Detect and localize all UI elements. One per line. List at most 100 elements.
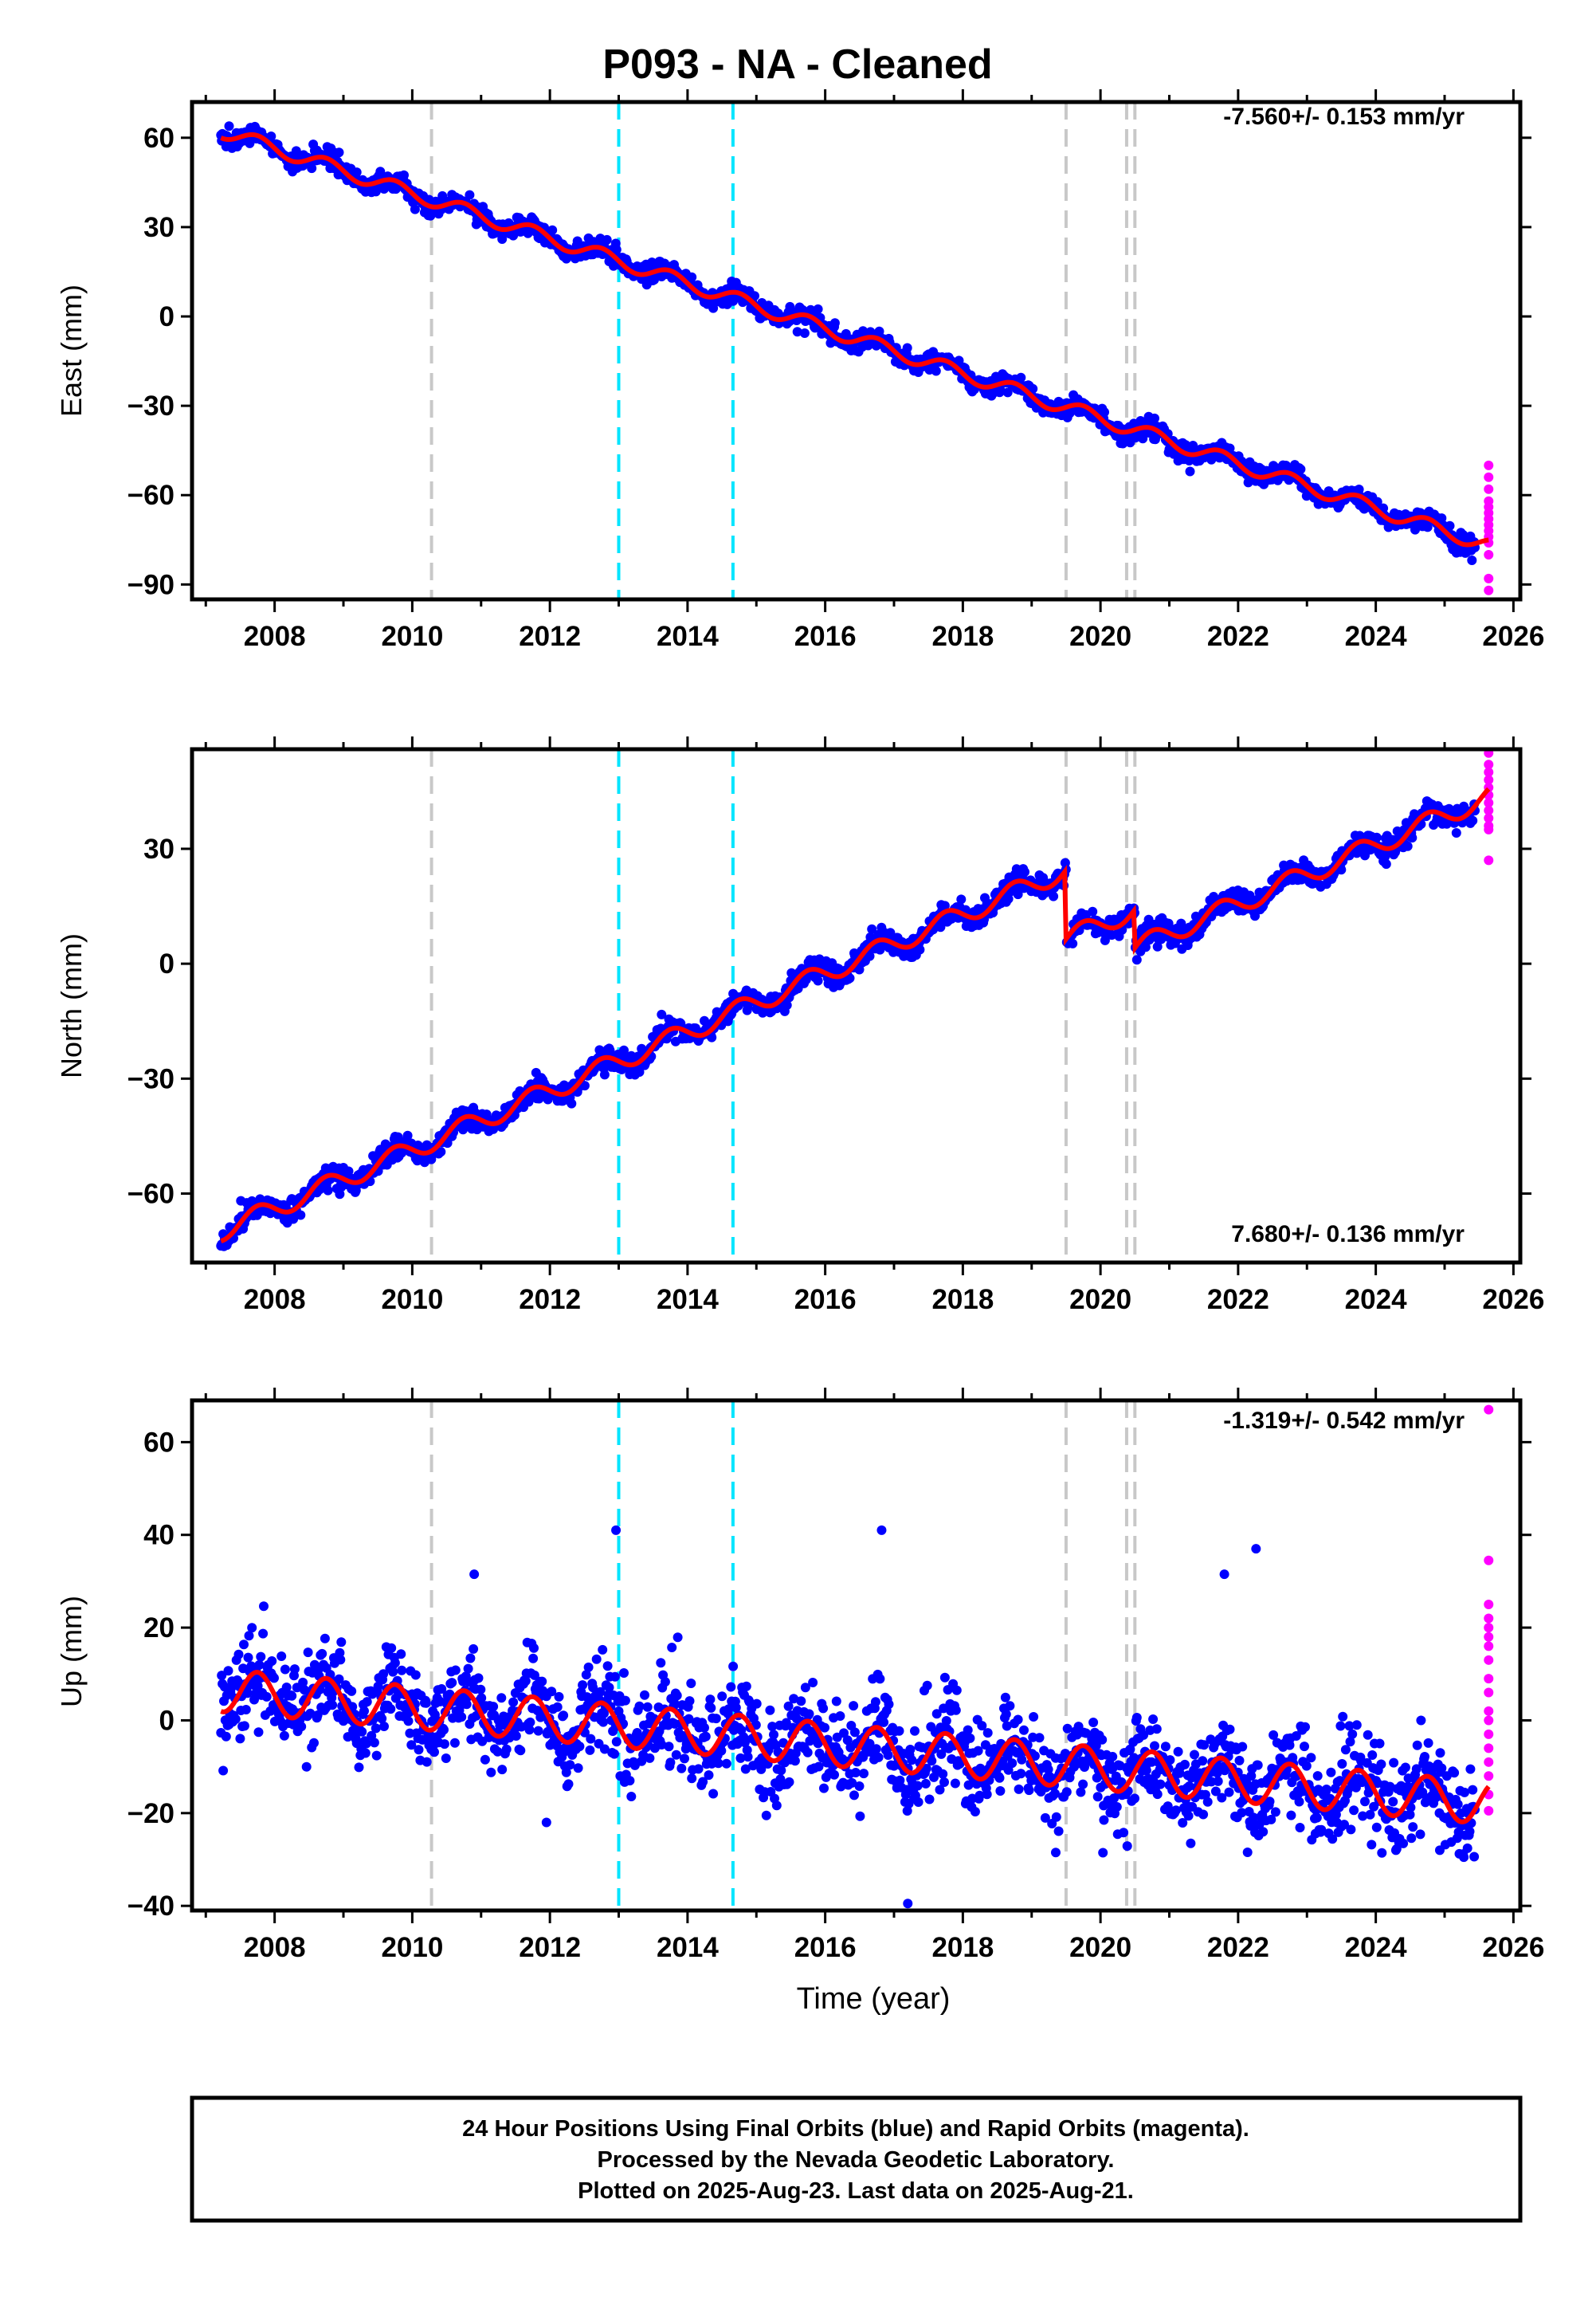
point-east-1683 [1458,530,1469,540]
point-up-1048 [990,1744,999,1753]
point-up-1250 [1139,1730,1149,1740]
point-north-546 [619,1045,629,1055]
point-up-424 [529,1643,539,1653]
point-up-1015 [965,1733,975,1743]
point-up-574 [640,1690,649,1700]
x-tick-label-east-9: 2026 [1482,621,1544,652]
point-up-299 [437,1684,447,1694]
final-orbit-points-north [216,796,1480,1251]
rapid-point-north-2 [1484,767,1494,777]
rapid-point-north-6 [1484,798,1494,808]
rapid-point-north-10 [1484,824,1494,834]
point-up-1396 [1246,1771,1257,1781]
point-up-208 [369,1738,379,1748]
point-up-634 [684,1714,694,1724]
point-up-210 [371,1723,381,1734]
point-up-1101 [1029,1712,1039,1722]
point-up-548 [620,1695,630,1706]
point-up-980 [939,1777,949,1787]
point-up-191 [357,1726,367,1737]
point-up-1031 [977,1721,987,1731]
x-tick-label-north-2: 2012 [519,1284,581,1315]
up-y-axis-label: Up (mm) [55,1596,88,1707]
point-up-7 [221,1731,231,1742]
point-up-849 [842,1735,853,1746]
point-up-1330 [1198,1756,1208,1766]
point-up-1286 [1165,1755,1175,1765]
point-up-471 [563,1779,574,1789]
point-north-1394 [1245,890,1255,901]
point-up-1121 [1043,1765,1053,1774]
point-north-1674 [1451,828,1461,838]
point-up-626 [678,1730,688,1741]
point-up-996 [951,1705,961,1715]
point-up-546 [619,1668,629,1678]
point-up-82 [276,1651,287,1661]
point-up-100 [289,1664,300,1675]
point-east-248 [399,170,409,180]
point-north-1608 [1402,841,1413,851]
point-up-34 [241,1705,251,1714]
point-up-1088 [1019,1725,1029,1735]
footer-line-2: Processed by the Nevada Geodetic Laborat… [598,2147,1115,2173]
point-north-475 [567,1098,577,1109]
point-up-1022 [970,1807,980,1816]
point-up-1109 [1034,1733,1045,1743]
north-rate-label: 7.680+/- 0.136 mm/yr [1231,1221,1465,1247]
point-up-859 [849,1727,860,1738]
point-north-108 [296,1210,306,1220]
point-east-1618 [1410,524,1420,535]
rapid-orbit-points-east [1484,460,1494,595]
point-up-318 [450,1665,461,1675]
point-up-514 [595,1687,606,1697]
x-tick-label-north-6: 2020 [1069,1284,1131,1315]
point-up-956 [921,1763,931,1773]
point-up-1273 [1155,1779,1166,1789]
point-up-1001 [955,1759,965,1769]
x-tick-label-north-7: 2022 [1207,1284,1269,1315]
point-up-418 [524,1725,535,1735]
point-up-430 [533,1726,543,1736]
point-up-944 [912,1781,923,1791]
point-up-380 [496,1693,507,1703]
point-up-628 [680,1753,689,1764]
point-up-338 [465,1653,476,1663]
rapid-point-north-1 [1484,760,1494,770]
point-up-581 [645,1753,655,1763]
point-up-1168 [1078,1779,1088,1789]
y-tick-label-east-2: 0 [159,301,175,332]
x-tick-label-east-1: 2010 [381,621,443,652]
point-up-10 [223,1666,233,1676]
point-up-162 [335,1655,346,1665]
point-up-303 [439,1739,449,1749]
point-up-349 [473,1673,484,1683]
point-up-698 [731,1702,741,1713]
point-up-747 [767,1722,778,1732]
point-up-855 [847,1777,857,1788]
point-east-1249 [1138,434,1148,444]
point-up-1348 [1210,1786,1221,1797]
plot-frame-north [190,747,1523,1265]
point-up-1186 [1091,1741,1101,1751]
point-up-256 [405,1728,415,1738]
point-up-42 [247,1623,257,1633]
point-up-313 [447,1678,457,1688]
point-up-536 [611,1737,622,1747]
point-up-1384 [1237,1742,1248,1752]
point-up-710 [739,1738,750,1748]
point-up-406 [516,1746,526,1756]
footer-border [190,2095,1523,2223]
point-up-448 [547,1687,557,1697]
point-up-1294 [1171,1805,1181,1816]
point-up-759 [776,1765,786,1776]
point-up-131 [312,1710,323,1720]
point-up-533 [610,1749,619,1759]
point-up-1337 [1202,1797,1213,1807]
point-up-1085 [1017,1754,1027,1765]
model-line-north [220,787,1491,1243]
point-up-597 [657,1740,667,1749]
point-up-678 [716,1746,727,1756]
point-east-1313 [1185,466,1195,477]
point-up-187 [354,1762,364,1773]
